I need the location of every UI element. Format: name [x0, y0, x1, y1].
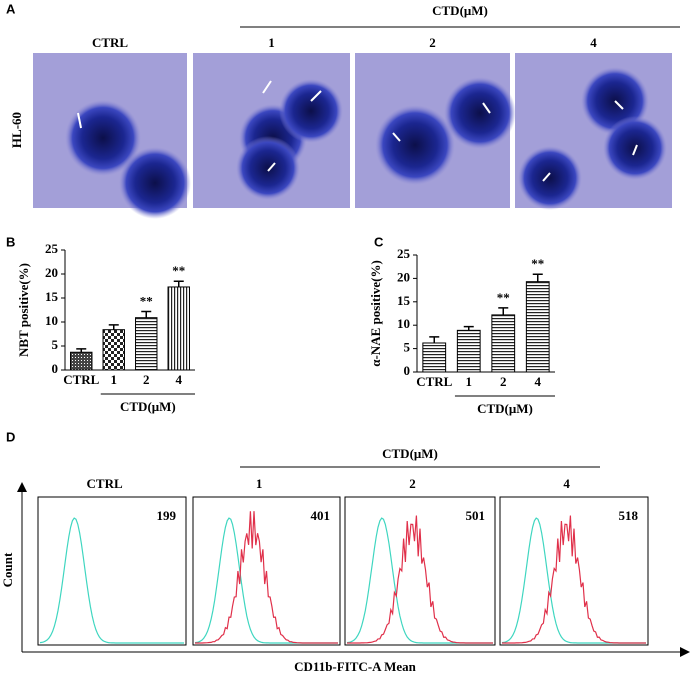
y-tick-label: 10 — [397, 316, 410, 331]
panel-label: A — [6, 1, 16, 16]
y-axis-label: NBT positive(%) — [16, 263, 31, 357]
y-tick-label: 0 — [52, 361, 59, 376]
error-bar — [76, 348, 87, 353]
column-label: 1 — [268, 35, 275, 50]
cell — [65, 100, 141, 176]
y-tick-label: 5 — [52, 337, 59, 352]
column-label: 2 — [429, 35, 436, 50]
cell — [119, 147, 191, 219]
mean-value: 518 — [619, 508, 639, 523]
treated-histogram — [195, 511, 338, 644]
x-tick-label: 1 — [466, 374, 473, 389]
treated-histogram — [347, 515, 493, 644]
error-bar — [532, 273, 543, 282]
arrow — [542, 172, 551, 182]
cell — [518, 146, 582, 210]
error-bar — [429, 336, 440, 343]
bar — [422, 342, 447, 373]
arrow — [632, 144, 638, 156]
histogram-frame — [499, 496, 649, 646]
histogram-frame — [192, 496, 341, 646]
mean-value: 401 — [311, 508, 331, 523]
arrow — [262, 80, 272, 94]
panel-label: C — [374, 234, 384, 249]
arrow — [17, 482, 27, 492]
significance: ** — [172, 263, 185, 278]
arrow — [392, 132, 401, 142]
y-tick-label: 25 — [397, 246, 411, 261]
cell — [236, 136, 300, 200]
x-tick-label: CTRL — [63, 372, 99, 387]
row-label: HL-60 — [9, 112, 24, 148]
cell — [444, 77, 516, 149]
bar — [102, 329, 125, 371]
group-label: CTD(μM) — [120, 399, 176, 414]
y-tick-label: 15 — [45, 289, 59, 304]
bar — [456, 329, 481, 373]
bar — [525, 281, 550, 373]
error-bar — [498, 307, 509, 315]
arrow — [267, 162, 276, 172]
arrow — [680, 647, 690, 657]
x-tick-label: 1 — [111, 372, 118, 387]
error-bar — [141, 310, 152, 318]
control-histogram — [194, 517, 338, 644]
column-label: CTRL — [87, 476, 123, 491]
y-tick-label: 0 — [404, 363, 411, 378]
arrow — [614, 100, 624, 110]
significance: ** — [497, 290, 510, 305]
x-axis-label: CD11b-FITC-A Mean — [294, 659, 416, 674]
error-bar — [108, 324, 119, 330]
column-label: 4 — [590, 35, 597, 50]
arrow — [482, 102, 491, 114]
cell — [375, 105, 455, 185]
x-tick-label: 4 — [176, 372, 183, 387]
significance: ** — [531, 256, 544, 271]
x-tick-label: CTRL — [416, 374, 452, 389]
bar — [491, 314, 516, 373]
column-label: 1 — [256, 476, 263, 491]
y-tick-label: 5 — [404, 340, 411, 355]
treated-histogram — [502, 515, 646, 644]
mean-value: 501 — [466, 508, 486, 523]
bar — [167, 286, 190, 371]
bar — [70, 351, 93, 371]
significance: ** — [140, 293, 153, 308]
arrow — [310, 90, 322, 102]
y-tick-label: 20 — [45, 265, 58, 280]
x-tick-label: 4 — [535, 374, 542, 389]
y-axis-label: Count — [0, 552, 15, 587]
y-axis-label: α-NAE positive(%) — [368, 260, 383, 367]
column-label: CTRL — [92, 35, 128, 50]
arrow — [77, 112, 82, 129]
column-label: 2 — [409, 476, 416, 491]
y-tick-label: 25 — [45, 241, 59, 256]
mean-value: 199 — [157, 508, 177, 523]
group-label: CTD(μM) — [477, 401, 533, 416]
y-tick-label: 10 — [45, 313, 58, 328]
histogram-frame — [37, 496, 187, 646]
x-tick-label: 2 — [143, 372, 150, 387]
histogram-frame — [344, 496, 496, 646]
panel-label: B — [6, 234, 15, 249]
panel-label: D — [6, 429, 15, 444]
column-label: 4 — [563, 476, 570, 491]
group-header: CTD(μM) — [432, 3, 488, 18]
error-bar — [173, 280, 184, 287]
bar — [135, 317, 158, 371]
x-tick-label: 2 — [500, 374, 507, 389]
y-tick-label: 15 — [397, 293, 411, 308]
control-histogram — [39, 517, 184, 644]
y-tick-label: 20 — [397, 269, 410, 284]
cell — [279, 79, 343, 143]
error-bar — [463, 325, 474, 331]
group-header: CTD(μM) — [382, 446, 438, 461]
